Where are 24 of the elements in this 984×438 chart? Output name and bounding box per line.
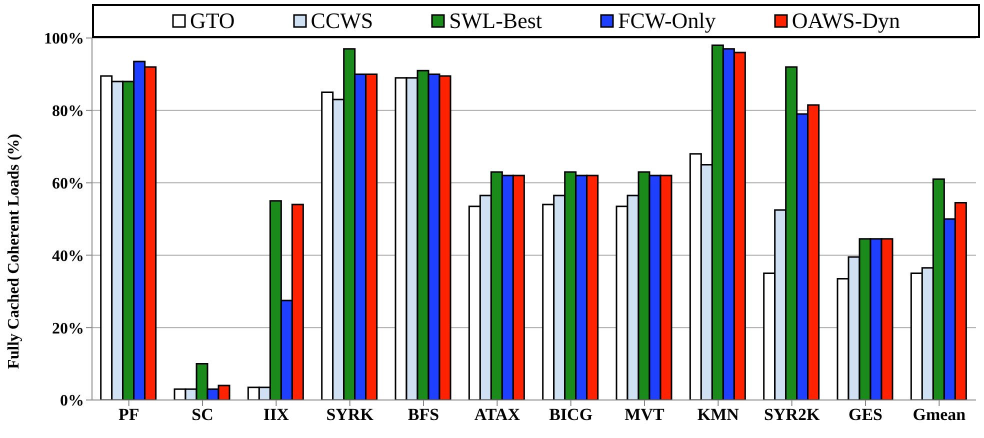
legend-label: CCWS [310,8,374,34]
legend-label: SWL-Best [448,8,542,34]
y-tick-label: 100% [44,30,84,48]
y-tick-label: 80% [52,103,84,120]
legend-label: FCW-Only [617,8,716,34]
y-tick-label: 40% [52,248,84,265]
x-tick-label: BICG [549,405,593,424]
x-tick-label: SC [192,405,214,424]
x-tick-label: GES [848,405,883,424]
x-tick-label: BFS [408,405,440,424]
x-tick-label: Gmean [912,405,966,424]
x-tick-label: SYRK [326,405,374,424]
legend-label: GTO [188,8,235,34]
x-tick-label: IIX [263,405,290,424]
x-tick-label: ATAX [474,405,521,424]
y-tick-label: 0% [60,392,84,410]
y-tick-label: 20% [52,320,84,338]
x-tick-label: PF [118,405,140,424]
x-tick-label: SYR2K [764,405,820,424]
x-tick-label: KMN [697,405,740,424]
y-axis-title: Fully Cached Coherent Loads (%) [6,134,23,369]
x-tick-label: MVT [624,405,665,424]
y-tick-label: 60% [52,175,84,192]
legend-label: OAWS-Dyn [790,8,900,34]
